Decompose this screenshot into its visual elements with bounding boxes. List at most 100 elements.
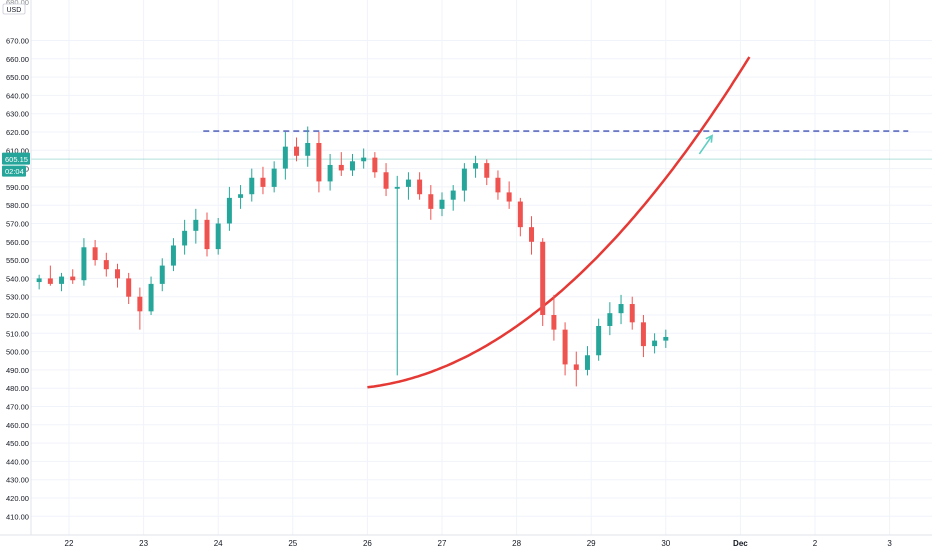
candle-body [92,247,98,261]
candle [114,263,120,288]
candle [405,172,411,200]
candle-body [428,194,434,209]
candle-body [226,197,232,224]
candle [215,218,221,255]
candle-body [629,304,635,323]
candle-body [439,199,445,209]
candle [506,181,512,209]
candle [249,168,255,202]
candle [417,172,423,200]
candle [517,197,523,237]
y-tick-label: 570.00 [6,220,29,229]
candle [383,163,389,197]
y-tick-label: 530.00 [6,293,29,302]
candle-body [450,190,456,200]
candle [260,166,266,195]
candle [59,272,65,292]
candle-body [59,276,65,284]
candle [238,185,244,209]
currency-label: USD [7,7,22,14]
y-tick-label: 420.00 [6,494,29,503]
candle [640,315,646,358]
candle [573,351,579,387]
countdown-value: 02:04 [5,167,24,176]
candle [182,219,188,255]
y-tick-label: 410.00 [6,512,29,521]
candle [81,238,87,286]
candle-body [484,163,490,178]
candle-body [159,265,165,284]
candle-body [405,179,411,187]
candle [652,333,658,354]
candle-body [372,157,378,173]
candle-body [338,164,344,171]
y-tick-label: 470.00 [6,403,29,412]
candle [596,318,602,361]
candle-body [383,172,389,189]
last-price-tag [2,152,30,165]
arrow-head [705,134,714,143]
candle-body [618,304,624,314]
candle-body [238,194,244,198]
candle [473,155,479,178]
x-tick-label: 29 [587,539,596,548]
last-price-value: 605.15 [5,155,28,164]
candle [361,148,367,169]
candle-body [81,247,87,281]
x-tick-label: 25 [288,539,297,548]
candle-body [204,219,210,250]
x-tick-label: 24 [214,539,223,548]
candle-body [305,142,311,156]
candle [148,276,154,315]
y-tick-label: 520.00 [6,311,29,320]
candle-body [47,278,53,284]
annotations [31,56,932,389]
y-tick-label-partial: 680.00 [6,0,29,7]
x-tick-label: 28 [512,539,521,548]
candle [36,274,42,290]
candle [562,322,568,376]
candle-body [394,186,400,189]
candle [540,238,546,326]
candle-body [529,227,535,242]
candle-body [316,142,322,182]
y-tick-label: 430.00 [6,476,29,485]
candle-body [361,157,367,162]
candle-body [540,241,546,315]
candle-body [193,219,199,231]
candle [70,269,76,284]
candle [338,152,344,176]
candle [305,126,311,167]
candle [126,272,132,305]
candle-body [517,201,523,228]
x-tick-label: 23 [139,539,148,548]
y-tick-label: 510.00 [6,329,29,338]
candle [204,212,210,257]
y-tick-label: 550.00 [6,256,29,265]
countdown-tag [2,165,26,177]
y-tick-label: 450.00 [6,439,29,448]
candle-body [506,192,512,202]
candle [584,346,590,376]
y-tick-label: 630.00 [6,110,29,119]
candle [282,132,288,180]
candle-body [607,313,613,326]
currency-badge [2,3,26,15]
candle [450,185,456,211]
y-tick-label: 490.00 [6,366,29,375]
y-tick-label: 560.00 [6,238,29,247]
candle-body [103,260,109,270]
candle [159,258,165,292]
candle [349,153,355,176]
y-tick-label: 480.00 [6,384,29,393]
x-tick-label: 26 [363,539,372,548]
candle [428,185,434,220]
candle-body [294,146,300,156]
x-axis-panel [0,535,932,550]
candle [461,163,467,202]
candle-body [349,161,355,171]
candle [271,161,277,193]
candle [529,216,535,255]
